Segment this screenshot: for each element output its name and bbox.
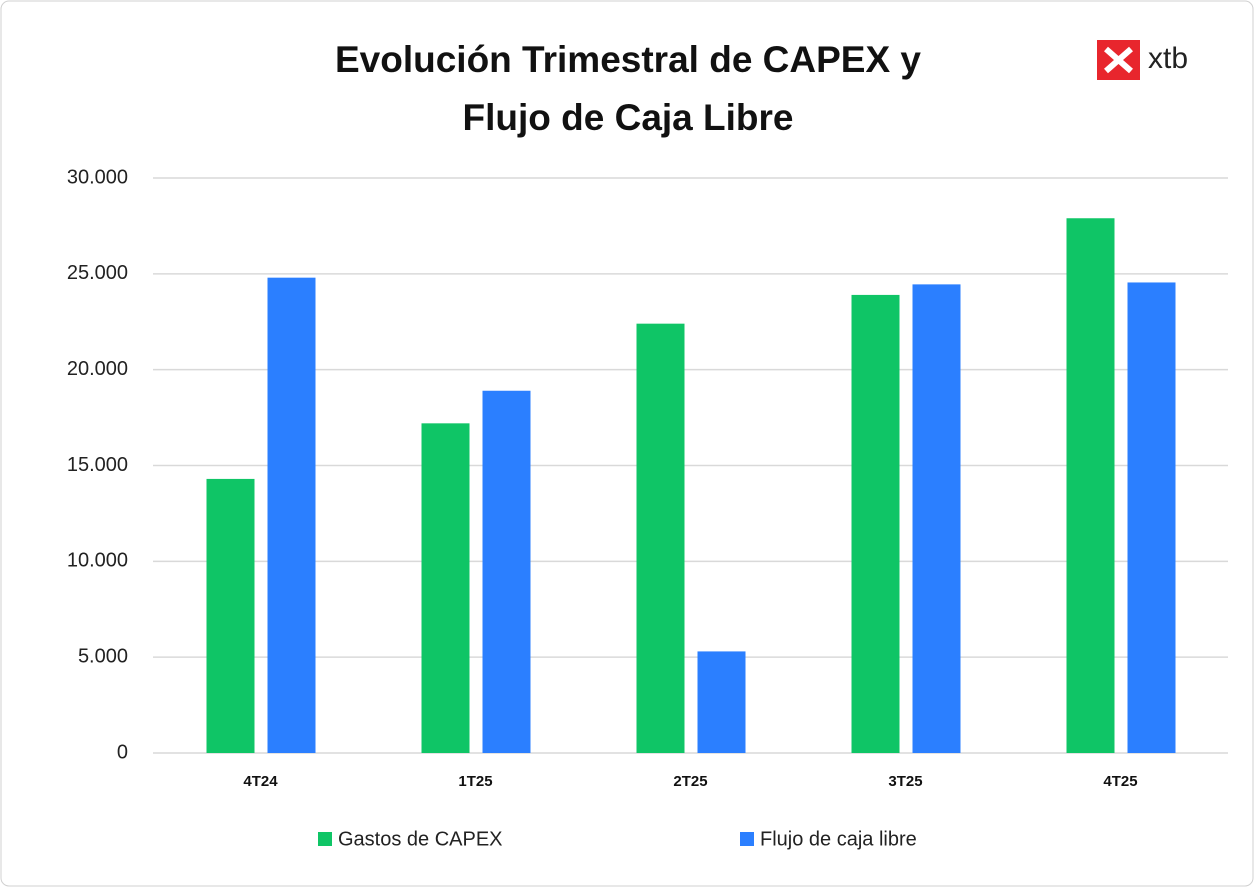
chart-title: Flujo de Caja Libre <box>463 97 794 138</box>
y-tick-label: 25.000 <box>67 262 128 284</box>
x-tick-label: 1T25 <box>458 773 492 790</box>
bar <box>482 390 531 753</box>
y-tick-label: 0 <box>117 741 128 763</box>
legend-label: Gastos de CAPEX <box>338 828 503 850</box>
x-tick-label: 3T25 <box>888 773 922 790</box>
legend-swatch <box>318 832 332 846</box>
y-tick-label: 15.000 <box>67 454 128 476</box>
bar <box>697 651 746 753</box>
bar <box>912 284 961 753</box>
y-tick-label: 20.000 <box>67 358 128 380</box>
logo-text: xtb <box>1148 42 1188 75</box>
x-tick-label: 2T25 <box>673 773 707 790</box>
bar <box>1066 218 1115 753</box>
bar <box>421 423 470 753</box>
bar <box>267 277 316 753</box>
logo: xtb <box>1097 40 1188 80</box>
bar <box>851 294 900 753</box>
x-tick-label: 4T24 <box>243 773 278 790</box>
chart-title: Evolución Trimestral de CAPEX y <box>335 39 921 80</box>
logo-x <box>1104 46 1133 74</box>
bar <box>206 478 255 753</box>
x-tick-label: 4T25 <box>1103 773 1137 790</box>
y-tick-label: 5.000 <box>78 645 128 667</box>
bar <box>1127 282 1176 753</box>
y-tick-label: 30.000 <box>67 166 128 188</box>
legend-swatch <box>740 832 754 846</box>
y-tick-label: 10.000 <box>67 550 128 572</box>
legend-label: Flujo de caja libre <box>760 828 917 850</box>
bar <box>636 323 685 753</box>
